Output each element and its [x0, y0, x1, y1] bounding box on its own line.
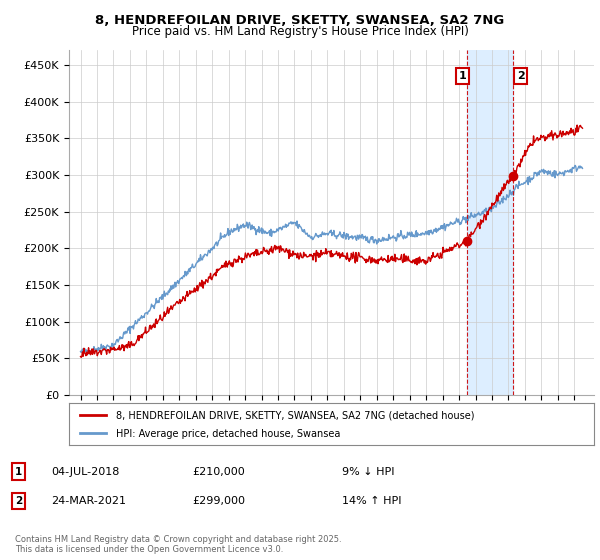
Text: 2: 2	[517, 71, 524, 81]
Text: 2: 2	[15, 496, 22, 506]
Text: 8, HENDREFOILAN DRIVE, SKETTY, SWANSEA, SA2 7NG: 8, HENDREFOILAN DRIVE, SKETTY, SWANSEA, …	[95, 14, 505, 27]
Text: 1: 1	[15, 466, 22, 477]
Text: 24-MAR-2021: 24-MAR-2021	[51, 496, 126, 506]
Text: Price paid vs. HM Land Registry's House Price Index (HPI): Price paid vs. HM Land Registry's House …	[131, 25, 469, 38]
Text: 8, HENDREFOILAN DRIVE, SKETTY, SWANSEA, SA2 7NG (detached house): 8, HENDREFOILAN DRIVE, SKETTY, SWANSEA, …	[116, 411, 475, 421]
Text: £210,000: £210,000	[192, 466, 245, 477]
Text: 04-JUL-2018: 04-JUL-2018	[51, 466, 119, 477]
Text: 9% ↓ HPI: 9% ↓ HPI	[342, 466, 395, 477]
Text: 14% ↑ HPI: 14% ↑ HPI	[342, 496, 401, 506]
Text: Contains HM Land Registry data © Crown copyright and database right 2025.
This d: Contains HM Land Registry data © Crown c…	[15, 535, 341, 554]
Bar	[467, 50, 512, 395]
Text: 1: 1	[458, 71, 466, 81]
Text: £299,000: £299,000	[192, 496, 245, 506]
Text: HPI: Average price, detached house, Swansea: HPI: Average price, detached house, Swan…	[116, 430, 341, 439]
